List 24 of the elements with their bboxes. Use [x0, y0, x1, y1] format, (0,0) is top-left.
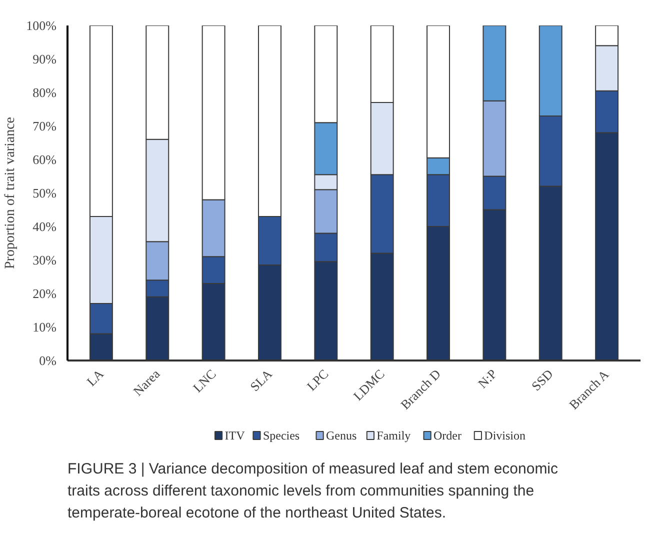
legend-label: Order [434, 428, 462, 442]
y-tick-label: 90% [32, 52, 57, 66]
x-tick-label: N:P [474, 366, 500, 392]
x-tick-label: LA [84, 366, 107, 390]
y-tick-label: 10% [32, 320, 57, 334]
y-tick-label: 50% [32, 186, 57, 200]
y-axis-title: Proportion of trait variance [3, 116, 18, 269]
y-tick-label: 20% [32, 286, 57, 301]
legend-label: Species [262, 428, 300, 442]
legend-label: ITV [224, 428, 246, 442]
y-tick-label: 100% [26, 18, 57, 33]
legend-label: Family [376, 428, 411, 442]
y-tick-label: 60% [32, 152, 57, 167]
legend-label: Division [484, 428, 526, 442]
x-tick-label: LPC [304, 366, 332, 394]
x-tick-label: SSD [528, 366, 556, 394]
legend-label: Genus [326, 428, 358, 442]
y-tick-label: 70% [32, 118, 57, 134]
y-tick-label: 40% [32, 219, 57, 234]
y-tick-label: 0% [39, 353, 57, 368]
caption: FIGURE 3 | Variance decomposition of measured leaf and stem economic traits across different taxonomic levels from communities spanning the temperate-boreal ecotone of the northeast United States. [68, 460, 559, 522]
y-tick-label: 80% [32, 85, 57, 100]
y-tick-label: 30% [32, 252, 57, 268]
x-tick-label: SLA [247, 366, 276, 394]
